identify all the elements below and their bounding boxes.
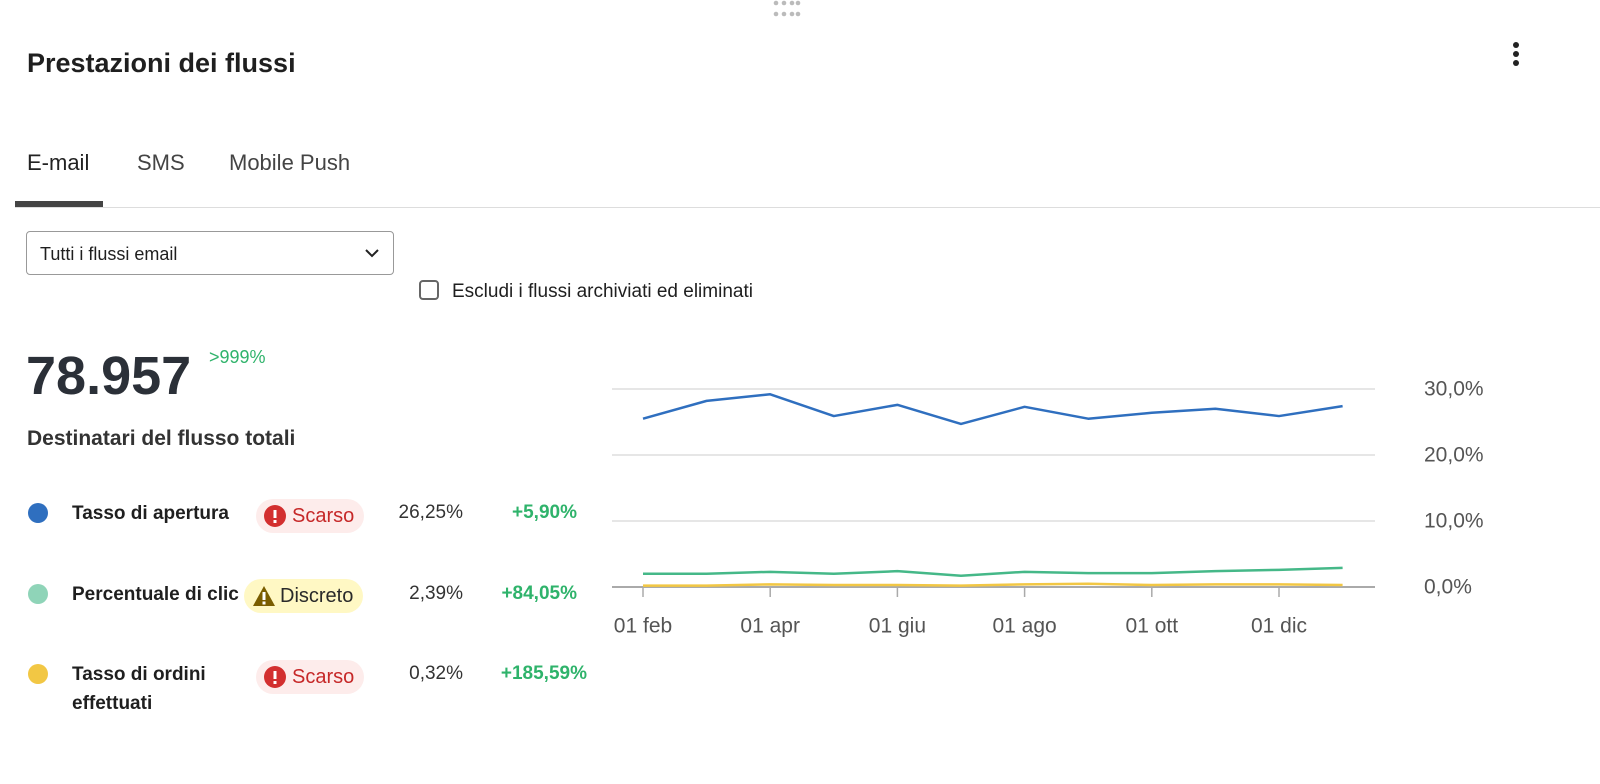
metric-value: 0,32% bbox=[409, 663, 463, 684]
x-tick-label: 01 apr bbox=[740, 615, 800, 638]
checkbox[interactable] bbox=[419, 280, 439, 300]
metric-name: Tasso di apertura bbox=[72, 503, 229, 524]
metric-value: 26,25% bbox=[398, 502, 463, 523]
active-tab-indicator bbox=[15, 201, 103, 207]
line-chart: 0,0% 10,0% 20,0% 30,0% 01 feb 01 apr 01 giu 01 … bbox=[612, 378, 1484, 638]
metric-name: Tasso di ordini effettuati bbox=[72, 664, 206, 714]
chevron bbox=[365, 249, 379, 258]
status-badge: Discreto bbox=[244, 579, 364, 613]
status-text: Discreto bbox=[280, 585, 354, 607]
x-tick-label: 01 dic bbox=[1251, 615, 1307, 638]
error-icon bbox=[264, 505, 286, 527]
y-tick-label: 0,0% bbox=[1424, 576, 1472, 599]
card-title: Prestazioni dei flussi bbox=[27, 48, 296, 78]
more-menu[interactable] bbox=[1508, 40, 1524, 70]
error-icon bbox=[264, 666, 286, 688]
divider bbox=[15, 207, 1600, 208]
metric-value: 2,39% bbox=[409, 583, 463, 604]
tab[interactable]: Mobile Push bbox=[229, 150, 351, 175]
tab[interactable]: E-mail bbox=[27, 150, 90, 175]
x-tick-label: 01 giu bbox=[869, 615, 926, 638]
tab[interactable]: SMS bbox=[137, 150, 185, 175]
y-tick-label: 30,0% bbox=[1424, 378, 1484, 401]
series-line bbox=[643, 582, 1343, 587]
series-line bbox=[643, 566, 1343, 578]
checkbox-label[interactable]: Escludi i flussi archiviati ed eliminati bbox=[452, 281, 753, 302]
metric-name: Percentuale di clic bbox=[72, 584, 239, 605]
flow-dropdown[interactable]: Tutti i flussi email bbox=[26, 231, 394, 275]
summary-value: 78.957 bbox=[26, 346, 192, 406]
status-badge: Scarso bbox=[256, 660, 365, 694]
summary-change: >999% bbox=[209, 347, 266, 367]
legend-dot bbox=[28, 664, 48, 684]
y-tick-label: 20,0% bbox=[1424, 444, 1484, 467]
legend-dot bbox=[28, 503, 48, 523]
metric-change: +185,59% bbox=[500, 663, 587, 684]
legend-dot bbox=[28, 584, 48, 604]
status-text: Scarso bbox=[292, 505, 355, 527]
metric-change: +5,90% bbox=[512, 502, 577, 523]
x-tick-label: 01 ago bbox=[992, 615, 1056, 638]
status-text: Scarso bbox=[292, 666, 355, 688]
x-tick-label: 01 feb bbox=[614, 615, 672, 638]
drag-handle[interactable] bbox=[772, 0, 802, 18]
x-tick-label: 01 ott bbox=[1126, 615, 1179, 638]
status-badge: Scarso bbox=[256, 499, 365, 533]
metric-change: +84,05% bbox=[501, 583, 577, 604]
dropdown-value: Tutti i flussi email bbox=[40, 244, 178, 264]
series-line bbox=[642, 393, 1343, 426]
warning-icon bbox=[253, 586, 275, 606]
summary-label: Destinatari del flusso totali bbox=[27, 427, 296, 450]
y-tick-label: 10,0% bbox=[1424, 510, 1484, 533]
